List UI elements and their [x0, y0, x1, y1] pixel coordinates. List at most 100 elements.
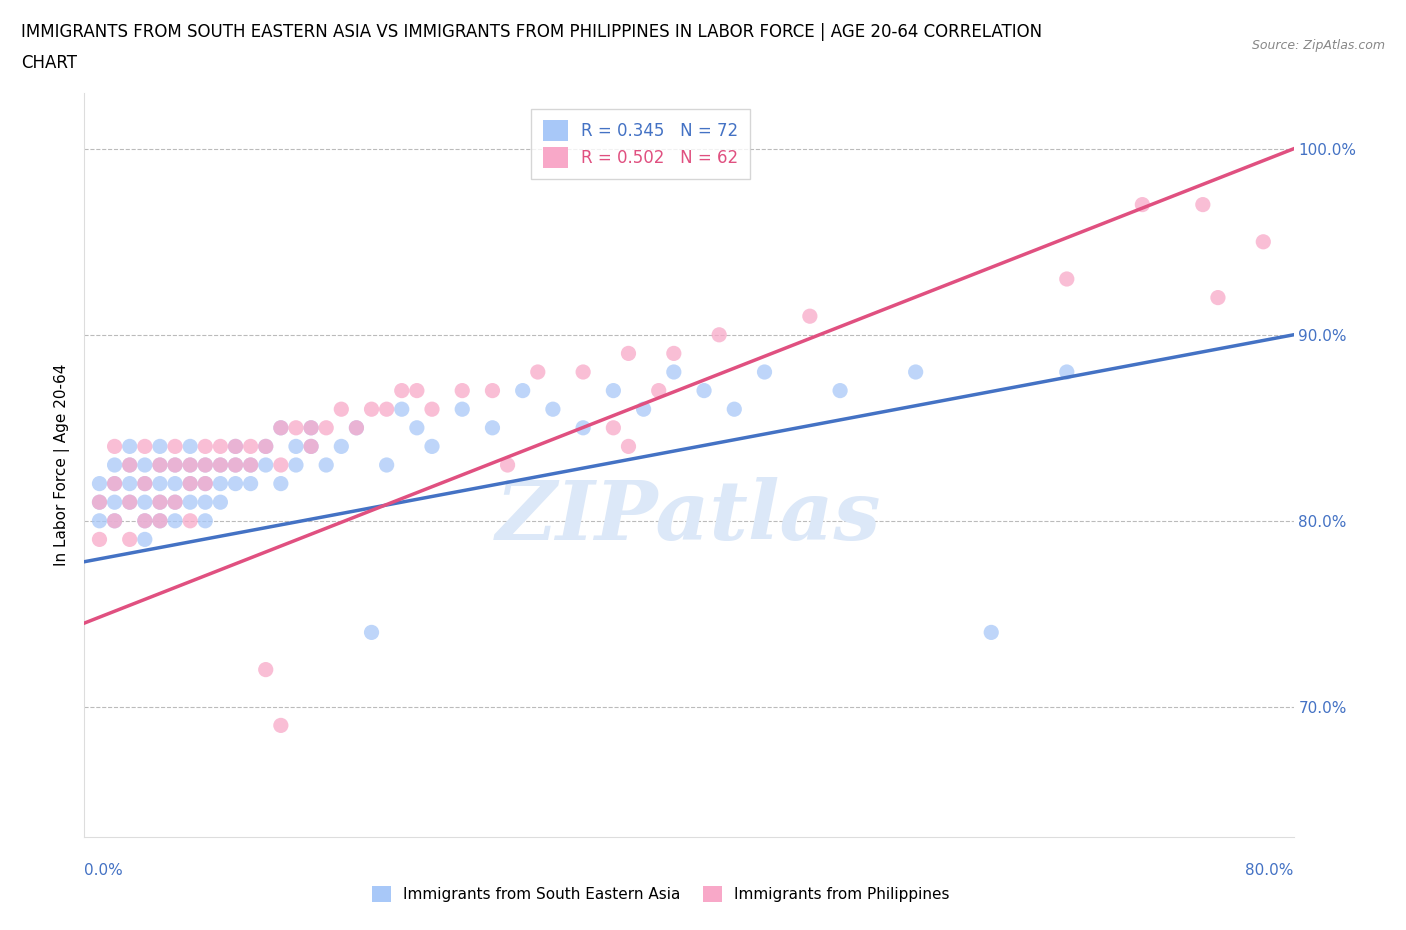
Point: [134, 532, 156, 547]
Point: [194, 513, 217, 528]
Point: [149, 495, 172, 510]
Point: [104, 495, 127, 510]
Point: [149, 439, 172, 454]
Point: [179, 476, 201, 491]
Point: [118, 495, 141, 510]
Point: [149, 513, 172, 528]
Point: [165, 458, 187, 472]
Point: [723, 402, 745, 417]
Point: [179, 495, 201, 510]
Point: [134, 476, 156, 491]
Point: [194, 458, 217, 472]
Point: [285, 439, 308, 454]
Point: [134, 495, 156, 510]
Point: [375, 402, 398, 417]
Point: [420, 402, 443, 417]
Point: [104, 476, 127, 491]
Point: [165, 439, 187, 454]
Point: [209, 495, 232, 510]
Text: ZIPatlas: ZIPatlas: [496, 477, 882, 557]
Point: [254, 662, 277, 677]
Point: [89, 476, 111, 491]
Point: [89, 495, 111, 510]
Point: [617, 439, 640, 454]
Point: [104, 513, 127, 528]
Point: [89, 513, 111, 528]
Point: [194, 458, 217, 472]
Point: [512, 383, 534, 398]
Point: [165, 458, 187, 472]
Point: [270, 476, 292, 491]
Point: [104, 458, 127, 472]
Legend: Immigrants from South Eastern Asia, Immigrants from Philippines: Immigrants from South Eastern Asia, Immi…: [366, 880, 956, 909]
Point: [118, 495, 141, 510]
Point: [299, 420, 322, 435]
Point: [149, 495, 172, 510]
Point: [89, 532, 111, 547]
Point: [118, 532, 141, 547]
Point: [451, 402, 474, 417]
Point: [134, 439, 156, 454]
Point: [179, 513, 201, 528]
Point: [541, 402, 564, 417]
Point: [330, 439, 353, 454]
Point: [239, 458, 262, 472]
Point: [315, 458, 337, 472]
Point: [89, 495, 111, 510]
Point: [209, 439, 232, 454]
Point: [165, 476, 187, 491]
Point: [330, 402, 353, 417]
Point: [1206, 290, 1229, 305]
Point: [391, 402, 413, 417]
Point: [1192, 197, 1215, 212]
Point: [980, 625, 1002, 640]
Point: [118, 476, 141, 491]
Point: [830, 383, 852, 398]
Point: [602, 383, 624, 398]
Point: [1130, 197, 1153, 212]
Point: [481, 383, 503, 398]
Point: [225, 458, 247, 472]
Point: [602, 420, 624, 435]
Text: 0.0%: 0.0%: [84, 863, 124, 878]
Point: [239, 458, 262, 472]
Point: [134, 513, 156, 528]
Text: Source: ZipAtlas.com: Source: ZipAtlas.com: [1251, 39, 1385, 52]
Point: [194, 495, 217, 510]
Point: [709, 327, 731, 342]
Point: [904, 365, 927, 379]
Point: [194, 476, 217, 491]
Point: [225, 439, 247, 454]
Point: [799, 309, 821, 324]
Point: [104, 439, 127, 454]
Point: [481, 420, 503, 435]
Text: IMMIGRANTS FROM SOUTH EASTERN ASIA VS IMMIGRANTS FROM PHILIPPINES IN LABOR FORCE: IMMIGRANTS FROM SOUTH EASTERN ASIA VS IM…: [21, 23, 1042, 41]
Point: [194, 476, 217, 491]
Point: [118, 458, 141, 472]
Point: [1253, 234, 1275, 249]
Point: [360, 625, 382, 640]
Point: [239, 476, 262, 491]
Point: [254, 439, 277, 454]
Point: [270, 718, 292, 733]
Point: [299, 439, 322, 454]
Point: [118, 458, 141, 472]
Point: [648, 383, 671, 398]
Point: [209, 458, 232, 472]
Point: [360, 402, 382, 417]
Point: [346, 420, 368, 435]
Point: [239, 439, 262, 454]
Point: [254, 439, 277, 454]
Point: [299, 420, 322, 435]
Point: [270, 420, 292, 435]
Point: [118, 439, 141, 454]
Text: CHART: CHART: [21, 54, 77, 72]
Point: [693, 383, 716, 398]
Point: [527, 365, 550, 379]
Point: [1056, 365, 1078, 379]
Point: [406, 420, 429, 435]
Point: [149, 513, 172, 528]
Point: [420, 439, 443, 454]
Point: [149, 458, 172, 472]
Point: [662, 346, 685, 361]
